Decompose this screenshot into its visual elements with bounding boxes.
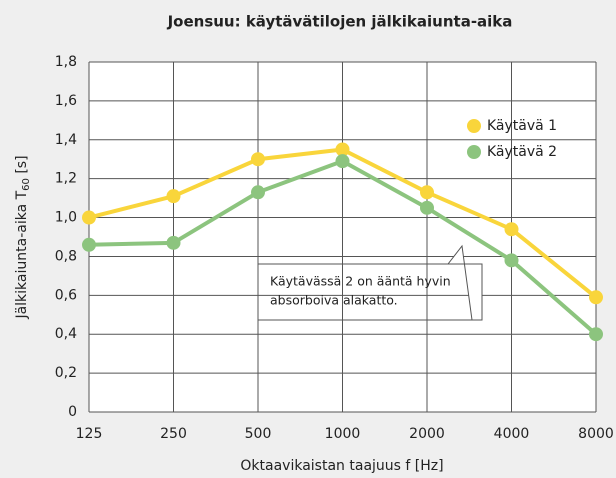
data-point [420,200,434,215]
legend-label: Käytävä 2 [487,144,557,160]
data-point [166,235,181,250]
data-point [82,237,96,252]
annotation-line: Käytävässä 2 on ääntä hyvin [270,274,451,289]
data-point [82,210,96,225]
x-tick-label: 2000 [409,426,445,442]
data-point [166,189,181,204]
annotation: Käytävässä 2 on ääntä hyvin absorboiva a… [257,244,483,321]
x-tick-label: 250 [160,426,187,442]
legend-label: Käytävä 1 [487,118,557,134]
y-tick-label: 1,6 [55,93,77,109]
data-point [335,154,350,169]
y-tick-label: 0,4 [55,326,77,342]
y-axis-label: Jälkikaiunta-aika T60 [s] [14,155,32,319]
x-tick-label: 125 [76,426,103,442]
x-axis-label: Oktaavikaistan taajuus f [Hz] [240,458,443,474]
data-point [335,142,350,157]
y-tick-label: 1,0 [55,210,77,226]
data-point [589,290,603,305]
data-point [504,253,519,268]
y-label-text: Jälkikaiunta-aika T [14,190,30,319]
y-tick-label: 0,8 [55,248,77,264]
legend-marker [467,119,481,133]
y-tick-label: 1,8 [55,54,77,70]
y-label-subscript: 60 [21,178,32,191]
y-label-suffix: [s] [14,155,30,178]
y-tick-label: 0,2 [55,365,77,381]
x-tick-label: 4000 [494,426,530,442]
legend-marker [467,145,481,159]
x-tick-label: 1000 [325,426,361,442]
y-tick-label: 1,4 [55,132,77,148]
x-tick-label: 500 [245,426,272,442]
data-point [251,185,265,200]
y-tick-label: 0,6 [55,287,77,303]
chart-title: Joensuu: käytävätilojen jälkikaiunta-aik… [167,13,513,31]
y-tick-label: 0 [68,404,77,420]
x-tick-label: 8000 [578,426,614,442]
y-tick-label: 1,2 [55,171,77,187]
data-point [420,185,434,200]
annotation-line: absorboiva alakatto. [270,293,398,308]
data-point [589,327,603,342]
data-point [504,222,519,237]
data-point [251,152,265,167]
